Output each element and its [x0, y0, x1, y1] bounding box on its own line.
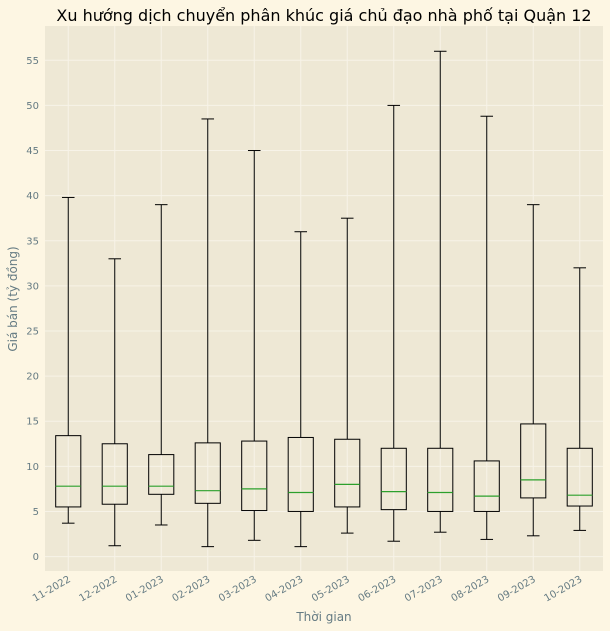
y-tick-label: 20 — [26, 372, 39, 383]
x-tick-label: 11-2022 — [31, 574, 73, 604]
x-tick-label: 03-2023 — [217, 574, 259, 604]
x-axis-ticks: 11-2022 12-2022 01-2023 02-2023 03-2023 04-20… — [31, 574, 584, 604]
x-tick-label: 01-2023 — [124, 574, 166, 604]
box-10-2023 — [566, 267, 593, 531]
y-tick-label: 35 — [26, 236, 39, 247]
box-iqr — [148, 454, 175, 495]
x-axis-label: Thời gian — [295, 610, 351, 624]
x-tick-label: 08-2023 — [450, 574, 492, 604]
y-axis-ticks: 0 5 10 15 20 25 30 35 40 45 50 55 — [26, 56, 39, 563]
x-tick-label: 04-2023 — [264, 574, 306, 604]
box-06-2023 — [380, 104, 407, 542]
y-tick-label: 5 — [33, 507, 39, 518]
box-iqr — [473, 460, 500, 512]
x-tick-label: 10-2023 — [543, 574, 585, 604]
box-04-2023 — [287, 231, 314, 548]
y-axis-label: Giá bán (tỷ đồng) — [6, 246, 20, 351]
y-tick-label: 0 — [33, 552, 39, 563]
box-iqr — [101, 443, 128, 505]
box-08-2023 — [473, 115, 500, 540]
plot-area — [45, 26, 603, 571]
box-iqr — [427, 447, 454, 512]
box-iqr — [194, 442, 221, 504]
chart-title: Xu hướng dịch chuyển phân khúc giá chủ đ… — [56, 6, 591, 25]
box-05-2023 — [334, 217, 361, 534]
box-iqr — [566, 447, 593, 507]
box-12-2022 — [101, 258, 128, 547]
box-iqr — [241, 440, 268, 512]
box-11-2022 — [55, 196, 82, 524]
y-tick-label: 30 — [26, 281, 39, 292]
y-tick-label: 25 — [26, 326, 39, 337]
y-tick-label: 55 — [26, 56, 39, 67]
box-iqr — [287, 436, 314, 512]
x-tick-label: 02-2023 — [171, 574, 213, 604]
box-07-2023 — [427, 50, 454, 533]
y-tick-label: 50 — [26, 101, 39, 112]
box-02-2023 — [194, 118, 221, 548]
box-iqr — [55, 435, 82, 508]
box-03-2023 — [241, 150, 268, 541]
box-iqr — [380, 447, 407, 511]
box-iqr — [520, 423, 547, 499]
y-tick-label: 45 — [26, 146, 39, 157]
y-tick-label: 40 — [26, 191, 39, 202]
x-tick-label: 12-2022 — [78, 574, 120, 604]
box-09-2023 — [520, 204, 547, 537]
x-tick-label: 06-2023 — [357, 574, 399, 604]
x-tick-label: 07-2023 — [403, 574, 445, 604]
box-01-2023 — [148, 204, 175, 526]
box-iqr — [334, 438, 361, 508]
x-tick-label: 05-2023 — [310, 574, 352, 604]
x-tick-label: 09-2023 — [496, 574, 538, 604]
y-tick-label: 10 — [26, 462, 39, 473]
y-tick-label: 15 — [26, 417, 39, 428]
box-series — [55, 50, 593, 548]
